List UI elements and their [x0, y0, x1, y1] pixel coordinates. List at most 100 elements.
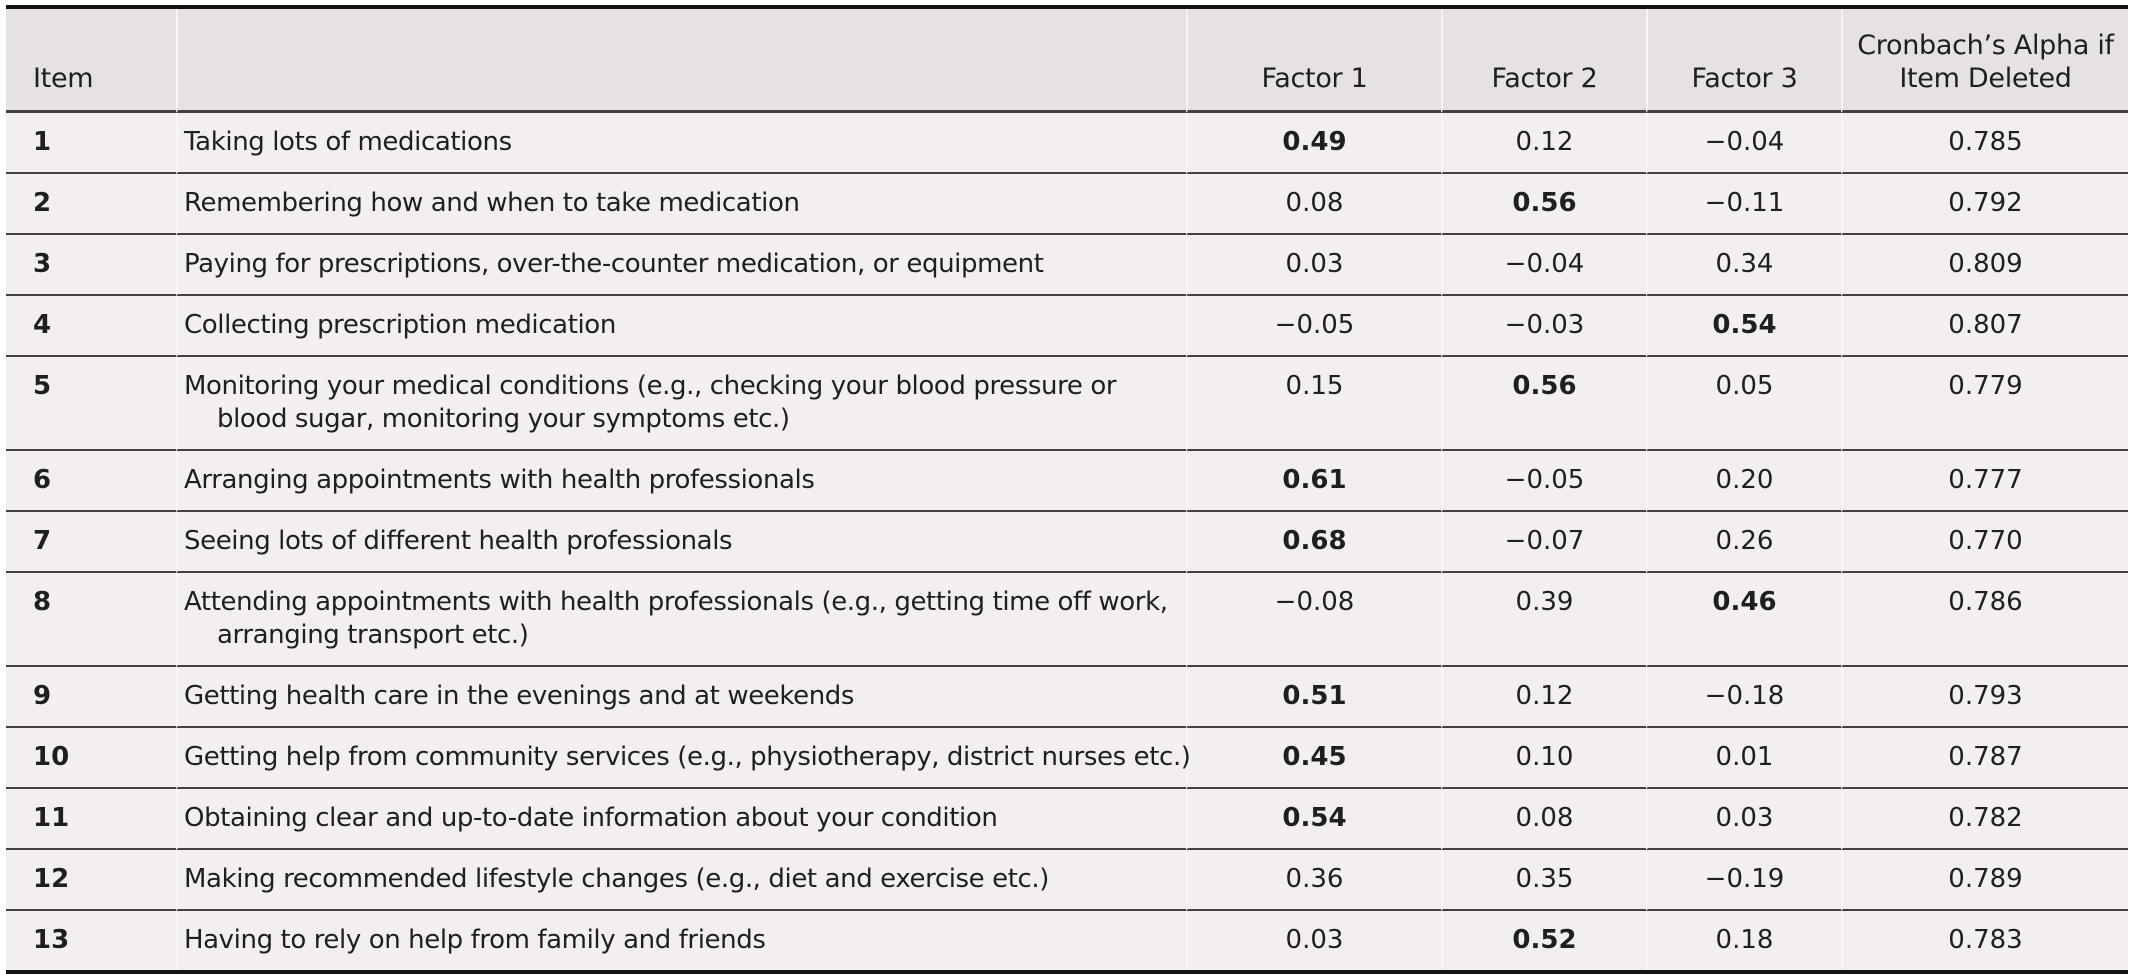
- factor3-loading-cell: −0.18: [1646, 667, 1841, 728]
- item-description-cell: Getting health care in the evenings and …: [176, 667, 1186, 728]
- cronbach-alpha-cell: 0.770: [1841, 512, 2128, 573]
- description-line: Arranging appointments with health profe…: [184, 465, 815, 495]
- description-line: Paying for prescriptions, over-the-count…: [184, 249, 1044, 279]
- description-line: Obtaining clear and up-to-date informati…: [184, 803, 998, 833]
- column-header-factor2: Factor 2: [1441, 9, 1646, 113]
- description-line: Taking lots of medications: [184, 127, 512, 157]
- cronbach-alpha-cell: 0.789: [1841, 850, 2128, 911]
- factor1-loading-cell: 0.61: [1186, 451, 1441, 512]
- factor2-loading-cell: 0.52: [1441, 911, 1646, 970]
- cronbach-alpha-cell: 0.777: [1841, 451, 2128, 512]
- cronbach-alpha-cell: 0.779: [1841, 357, 2128, 451]
- description-line: Having to rely on help from family and f…: [184, 925, 766, 955]
- item-number-cell: 13: [33, 925, 70, 955]
- table-row: 1 Taking lots of medications 0.49 0.12 −0.04…: [6, 113, 2128, 174]
- column-header-item: Item: [6, 9, 176, 113]
- factor2-loading-cell: −0.04: [1441, 235, 1646, 296]
- factor2-loading-cell: 0.35: [1441, 850, 1646, 911]
- description-line: Attending appointments with health profe…: [184, 587, 1168, 617]
- factor2-loading-cell: 0.12: [1441, 113, 1646, 174]
- description-line: Remembering how and when to take medicat…: [184, 188, 800, 218]
- item-description-cell: Remembering how and when to take medicat…: [176, 174, 1186, 235]
- item-description-cell: Paying for prescriptions, over-the-count…: [176, 235, 1186, 296]
- factor2-loading-cell: 0.08: [1441, 789, 1646, 850]
- item-number-cell: 2: [6, 174, 176, 235]
- factor1-loading-cell: 0.08: [1186, 174, 1441, 235]
- item-description-cell: Attending appointments with health profe…: [176, 573, 1186, 667]
- item-description-cell: Having to rely on help from family and f…: [176, 911, 1186, 970]
- factor1-loading-cell: 0.36: [1186, 850, 1441, 911]
- factor3-loading-cell: 0.03: [1646, 789, 1841, 850]
- cronbach-alpha-cell: 0.792: [1841, 174, 2128, 235]
- factor2-loading-cell: 0.39: [1441, 573, 1646, 667]
- item-number-cell: 9: [6, 667, 176, 728]
- factor2-loading-cell: 0.56: [1441, 174, 1646, 235]
- column-header-description: [176, 9, 1186, 113]
- factor3-loading-cell: 0.20: [1646, 451, 1841, 512]
- factor1-loading-cell: 0.15: [1186, 357, 1441, 451]
- table-row: 2 Remembering how and when to take medica…: [6, 174, 2128, 235]
- cronbach-alpha-header-line1: Cronbach’s Alpha if: [1857, 30, 2114, 61]
- item-description-cell: Seeing lots of different health professi…: [176, 512, 1186, 573]
- table-row: 8 Attending appointments with health prof…: [6, 573, 2128, 667]
- table-row: 6 Arranging appointments with health prof…: [6, 451, 2128, 512]
- cronbach-alpha-cell: 0.793: [1841, 667, 2128, 728]
- description-line: Getting help from community services (e.…: [184, 742, 1191, 772]
- factor3-loading-cell: −0.19: [1646, 850, 1841, 911]
- factor3-loading-cell: 0.34: [1646, 235, 1841, 296]
- factor3-loading-cell: 0.54: [1646, 296, 1841, 357]
- factor1-loading-cell: −0.08: [1186, 573, 1441, 667]
- factor2-loading-cell: −0.03: [1441, 296, 1646, 357]
- factor1-loading-cell: −0.05: [1186, 296, 1441, 357]
- factor1-loading-cell: 0.49: [1186, 113, 1441, 174]
- factor-loadings-table: Item Factor 1 Factor 2 Factor 3 Cronbach…: [6, 5, 2128, 974]
- item-description-cell: Collecting prescription medication: [176, 296, 1186, 357]
- item-number-cell: 12: [6, 850, 176, 911]
- description-line: Getting health care in the evenings and …: [184, 681, 855, 711]
- item-description-cell: Monitoring your medical conditions (e.g.…: [176, 357, 1186, 451]
- description-line: Collecting prescription medication: [184, 310, 616, 340]
- description-line: Seeing lots of different health professi…: [184, 526, 733, 556]
- item-number-cell: 4: [6, 296, 176, 357]
- item-number-cell: 7: [6, 512, 176, 573]
- item-number-cell: 8: [6, 573, 176, 667]
- factor3-loading-cell: 0.01: [1646, 728, 1841, 789]
- table-row: 11 Obtaining clear and up-to-date informa…: [6, 789, 2128, 850]
- item-description-cell: Arranging appointments with health profe…: [176, 451, 1186, 512]
- factor1-loading-cell: 0.54: [1186, 789, 1441, 850]
- cronbach-alpha-cell: 0.783: [1841, 911, 2128, 970]
- factor3-loading-cell: 0.05: [1646, 357, 1841, 451]
- column-header-factor1: Factor 1: [1186, 9, 1441, 113]
- cronbach-alpha-cell: 0.809: [1841, 235, 2128, 296]
- item-number-cell: 5: [6, 357, 176, 451]
- factor2-loading-cell: 0.12: [1441, 667, 1646, 728]
- factor2-loading-cell: −0.07: [1441, 512, 1646, 573]
- column-header-cronbach-alpha: Cronbach’s Alpha if Item Deleted: [1841, 9, 2128, 113]
- item-description-cell: Obtaining clear and up-to-date informati…: [176, 789, 1186, 850]
- factor3-loading-cell: 0.46: [1646, 573, 1841, 667]
- cronbach-alpha-cell: 0.786: [1841, 573, 2128, 667]
- item-number-cell: 11: [6, 789, 176, 850]
- factor1-loading-cell: 0.45: [1186, 728, 1441, 789]
- factor3-loading-cell: 0.26: [1646, 512, 1841, 573]
- table-row: 12 Making recommended lifestyle changes (…: [6, 850, 2128, 911]
- table-header: Item Factor 1 Factor 2 Factor 3 Cronbach…: [6, 9, 2128, 113]
- item-description-cell: Getting help from community services (e.…: [176, 728, 1191, 789]
- cronbach-alpha-cell: 0.807: [1841, 296, 2128, 357]
- factor3-loading-cell: 0.18: [1646, 911, 1841, 970]
- table-row: 4 Collecting prescription medication −0.05…: [6, 296, 2128, 357]
- item-number-cell: 1: [6, 113, 176, 174]
- factor1-loading-cell: 0.51: [1186, 667, 1441, 728]
- column-header-factor3: Factor 3: [1646, 9, 1841, 113]
- table-row: 9 Getting health care in the evenings and…: [6, 667, 2128, 728]
- item-number-cell: 10: [6, 728, 176, 789]
- item-number-cell: 6: [6, 451, 176, 512]
- description-line-continued: arranging transport etc.): [217, 620, 529, 650]
- cronbach-alpha-header-line2: Item Deleted: [1899, 63, 2072, 94]
- factor2-loading-cell: 0.56: [1441, 357, 1646, 451]
- item-description-cell: Taking lots of medications: [176, 113, 1186, 174]
- factor1-loading-cell: 0.03: [1186, 235, 1441, 296]
- header-row: Item Factor 1 Factor 2 Factor 3 Cronbach…: [6, 9, 2128, 113]
- factor3-loading-cell: −0.04: [1646, 113, 1841, 174]
- description-line-continued: blood sugar, monitoring your symptoms et…: [217, 404, 790, 434]
